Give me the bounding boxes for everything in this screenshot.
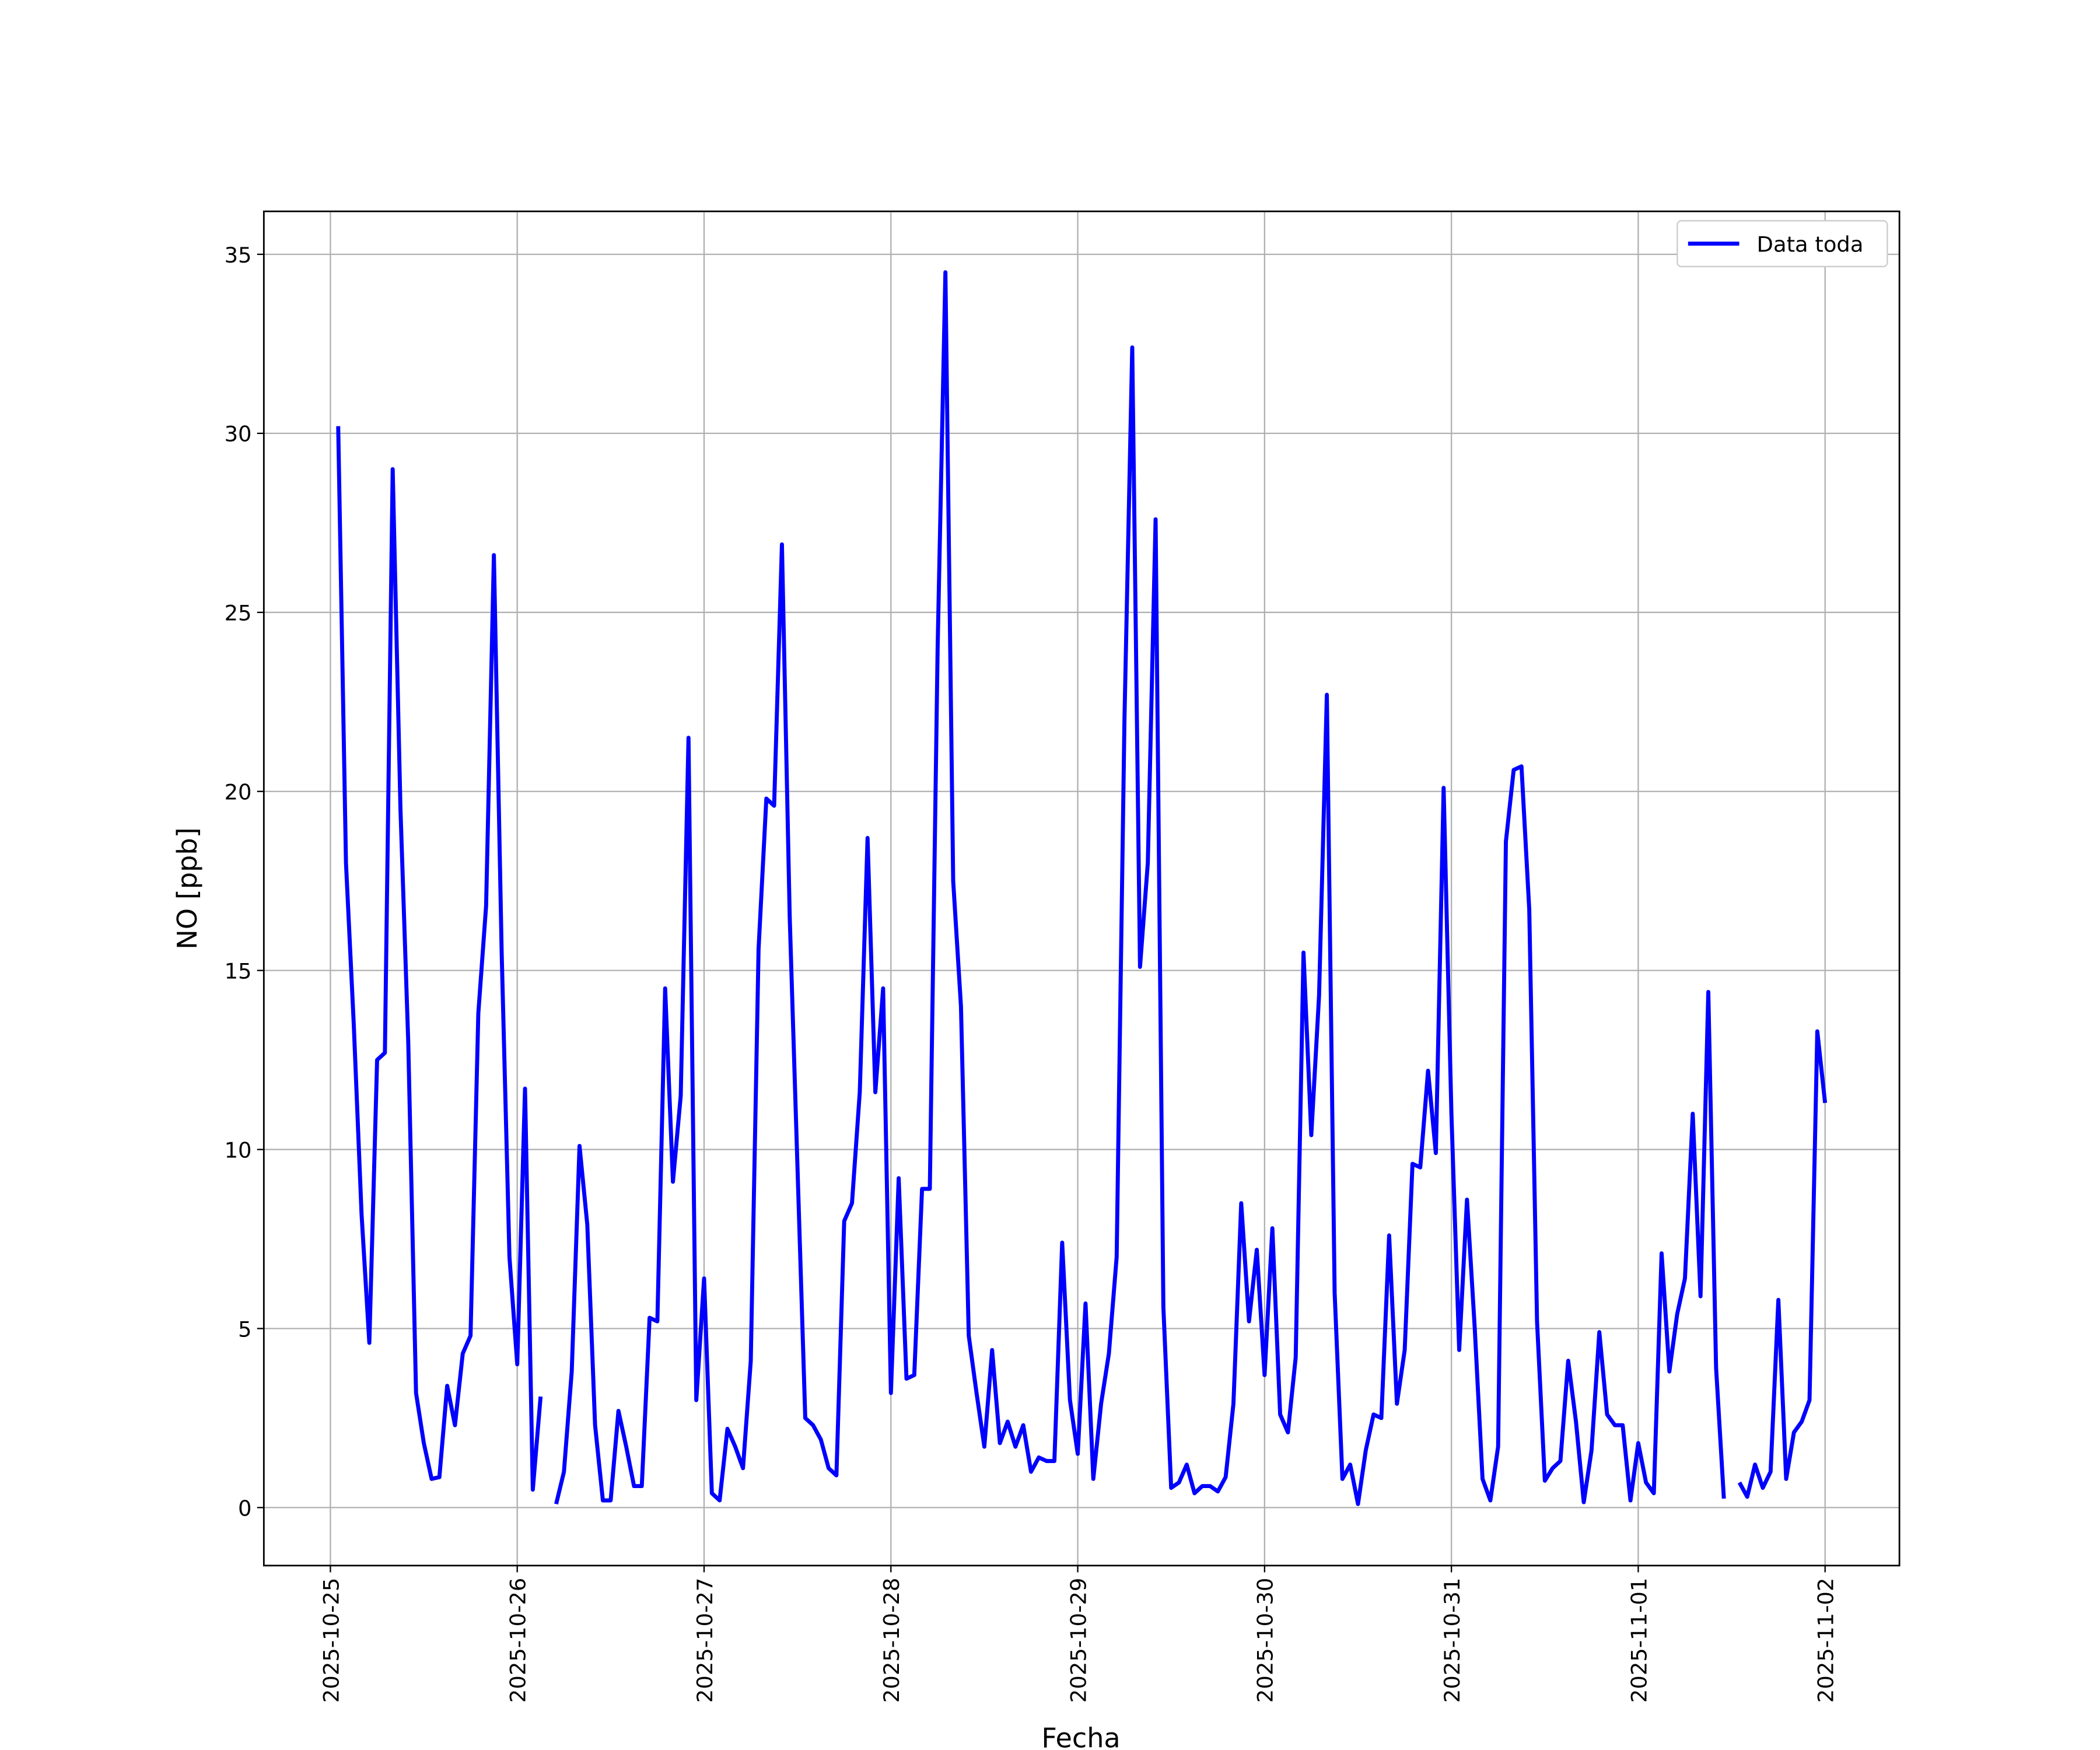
x-tick-label: 2025-10-28 [879, 1578, 904, 1703]
y-tick-label: 0 [238, 1496, 251, 1521]
y-tick-label: 15 [225, 958, 252, 984]
y-axis-label: NO [ppb] [172, 827, 203, 949]
x-tick-label: 2025-11-02 [1814, 1578, 1839, 1703]
plot-frame [262, 210, 1901, 1567]
x-tick-label: 2025-10-30 [1253, 1578, 1278, 1703]
y-tick-label: 35 [225, 243, 252, 268]
x-tick-label: 2025-10-27 [692, 1578, 718, 1703]
y-tick-label: 30 [225, 422, 252, 447]
y-tick-label: 5 [238, 1317, 251, 1342]
data-line [336, 270, 1828, 1506]
x-tick-label: 2025-11-01 [1626, 1578, 1651, 1703]
x-tick-label: 2025-10-26 [506, 1578, 531, 1703]
legend-box [1676, 220, 1888, 268]
legend-label: Data toda [1757, 232, 1864, 257]
y-tick-label: 10 [225, 1138, 252, 1163]
y-tick-label: 25 [225, 601, 252, 626]
x-tick-label: 2025-10-25 [318, 1578, 344, 1703]
x-axis-label: Fecha [1041, 1722, 1120, 1750]
x-tick-label: 2025-10-29 [1066, 1578, 1091, 1703]
x-tick-label: 2025-10-31 [1440, 1578, 1465, 1703]
y-tick-label: 20 [225, 780, 252, 805]
